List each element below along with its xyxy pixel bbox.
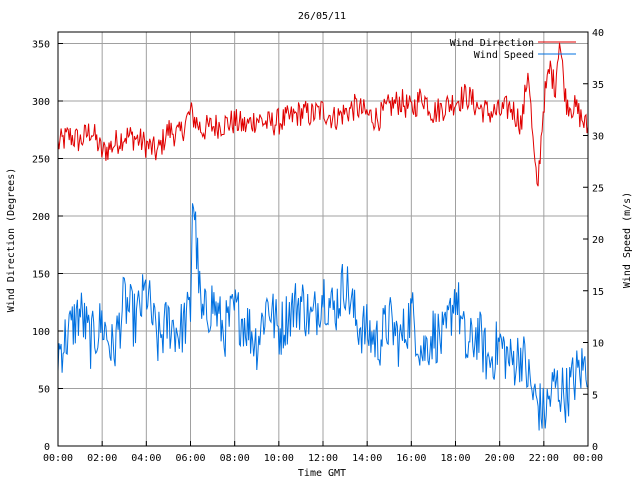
y-right-tick-label: 5 bbox=[592, 390, 598, 401]
x-axis-label: Time GMT bbox=[298, 468, 346, 479]
x-tick-label: 18:00 bbox=[440, 453, 470, 464]
y-left-axis-label: Wind Direction (Degrees) bbox=[6, 168, 17, 313]
grid-lines bbox=[58, 32, 588, 446]
x-tick-labels: 00:00 02:00 04:00 06:00 08:00 10:00 12:00 14:00… bbox=[43, 453, 603, 464]
y-left-tick-label: 150 bbox=[32, 270, 50, 281]
y-right-tick-label: 35 bbox=[592, 80, 604, 91]
y-right-tick-label: 40 bbox=[592, 28, 604, 39]
x-tick-label: 00:00 bbox=[43, 453, 73, 464]
x-tick-label: 14:00 bbox=[352, 453, 382, 464]
y-right-tick-label: 20 bbox=[592, 235, 604, 246]
y-left-tick-label: 350 bbox=[32, 40, 50, 51]
legend-label: Wind Speed bbox=[474, 50, 534, 61]
x-tick-label: 20:00 bbox=[485, 453, 515, 464]
x-tick-label: 22:00 bbox=[529, 453, 559, 464]
y-left-tick-label: 250 bbox=[32, 155, 50, 166]
y-left-tick-label: 0 bbox=[44, 442, 50, 453]
y-right-tick-label: 30 bbox=[592, 132, 604, 143]
y-left-tick-labels: 0 50 100 150 200 250 300 350 bbox=[32, 40, 50, 454]
axis-ticks bbox=[57, 31, 589, 447]
y-right-tick-label: 10 bbox=[592, 339, 604, 350]
x-tick-label: 04:00 bbox=[131, 453, 161, 464]
y-left-tick-label: 200 bbox=[32, 212, 50, 223]
x-tick-label: 06:00 bbox=[175, 453, 205, 464]
series-line-wind-direction bbox=[57, 42, 589, 187]
legend-label: Wind Direction bbox=[450, 38, 534, 49]
series-layer bbox=[57, 42, 589, 431]
x-tick-label: 08:00 bbox=[220, 453, 250, 464]
x-tick-label: 16:00 bbox=[396, 453, 426, 464]
series-line-wind-speed bbox=[57, 203, 588, 431]
y-right-tick-labels: 0 5 10 15 20 25 30 35 40 bbox=[592, 28, 604, 453]
x-tick-label: 10:00 bbox=[264, 453, 294, 464]
y-right-axis-label: Wind Speed (m/s) bbox=[622, 192, 633, 288]
y-left-tick-label: 100 bbox=[32, 327, 50, 338]
y-right-tick-label: 15 bbox=[592, 287, 604, 298]
chart-title: 26/05/11 bbox=[298, 11, 346, 22]
y-left-tick-label: 50 bbox=[38, 385, 50, 396]
y-right-tick-label: 25 bbox=[592, 183, 604, 194]
x-tick-label: 12:00 bbox=[308, 453, 338, 464]
x-tick-label: 00:00 bbox=[573, 453, 603, 464]
x-tick-label: 02:00 bbox=[87, 453, 117, 464]
y-right-tick-label: 0 bbox=[592, 442, 598, 453]
y-left-tick-label: 300 bbox=[32, 97, 50, 108]
